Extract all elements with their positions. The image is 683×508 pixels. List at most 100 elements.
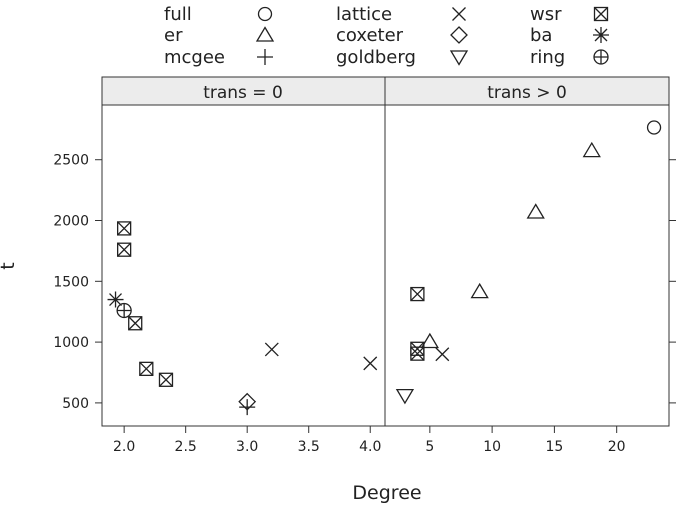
x-glyph: [117, 221, 132, 236]
point-lattice: [264, 342, 279, 357]
x-tick-label: 20: [608, 439, 626, 455]
legend-label-ring: ring: [530, 47, 565, 68]
x-glyph: [435, 347, 450, 362]
legend-symbol-ring: [593, 49, 609, 65]
point-ring: [116, 302, 132, 319]
point-coxeter: [238, 392, 257, 411]
y-tick-label: 1500: [53, 274, 89, 290]
triangle-glyph: [395, 388, 415, 405]
triangle-glyph: [470, 282, 489, 299]
x-tick-label: 2.0: [113, 439, 135, 455]
box-glyph: [116, 221, 132, 236]
box-glyph: [593, 6, 609, 22]
point-er: [582, 141, 601, 158]
y-axis-title: t: [0, 262, 19, 269]
x-glyph: [128, 316, 143, 331]
legend-symbol-goldberg: [449, 50, 469, 66]
x-tick-label: 5: [425, 439, 434, 455]
panel-trans-0: trans = 0: [101, 76, 386, 427]
point-er: [526, 203, 545, 219]
triangle-glyph: [255, 26, 275, 42]
legend-label-lattice: lattice: [336, 4, 392, 25]
box-glyph: [158, 372, 174, 387]
legend-label-wsr: wsr: [530, 4, 562, 25]
y-tick-label: 2000: [53, 214, 89, 230]
box-glyph: [410, 286, 425, 302]
x-glyph: [264, 342, 279, 357]
legend-label-er: er: [164, 25, 183, 46]
box-glyph: [139, 361, 154, 377]
box-glyph: [410, 346, 425, 361]
x-tick-label: 2.5: [175, 439, 197, 455]
point-full: [646, 120, 662, 135]
box-glyph: [128, 316, 143, 331]
point-goldberg: [395, 388, 415, 405]
plus-glyph: [594, 50, 608, 64]
point-lattice: [363, 356, 378, 371]
point-wsr: [128, 316, 143, 331]
x-tick-label: 3.5: [298, 439, 320, 455]
legend-symbol-wsr: [593, 6, 609, 22]
x-glyph: [410, 341, 425, 356]
diamond-glyph: [238, 392, 257, 411]
x-tick-label: 3.0: [236, 439, 258, 455]
legend-symbol-mcgee: [257, 49, 273, 65]
y-tick-label: 2500: [53, 153, 89, 169]
point-wsr: [116, 221, 132, 236]
x-glyph: [139, 361, 154, 376]
point-er: [420, 332, 439, 349]
x-tick-label: 4.0: [359, 439, 381, 455]
axes: 500 1000 1500 2000 2500 2.0 2.5 3.0 3.5 4.0 5 10 15 2…: [53, 153, 676, 455]
legend-label-full: full: [164, 4, 192, 25]
point-mcgee: [239, 399, 256, 416]
legend-label-coxeter: coxeter: [336, 25, 404, 46]
circle-glyph: [257, 6, 273, 22]
x-glyph: [410, 346, 425, 361]
triangle-glyph: [582, 141, 601, 158]
asterisk-glyph: [593, 27, 609, 43]
point-wsr: [116, 242, 132, 257]
triangle-glyph: [449, 50, 469, 66]
legend-label-ba: ba: [530, 25, 552, 46]
point-wsr: [410, 286, 425, 302]
y-tick-label: 1000: [53, 335, 89, 351]
strip-background: [384, 76, 670, 106]
legend-symbol-full: [257, 6, 273, 22]
panel-trans-gt-0: trans > 0: [384, 76, 670, 427]
asterisk-glyph: [107, 291, 124, 308]
x-glyph: [410, 287, 425, 302]
point-lattice: [435, 347, 450, 362]
diamond-glyph: [450, 26, 468, 44]
legend: full lattice wsr er coxeter ba mcgee goldberg ri…: [164, 4, 609, 68]
legend-symbol-lattice: [452, 7, 466, 21]
legend-symbol-ba: [593, 27, 609, 43]
circle-glyph: [646, 120, 662, 135]
strip-label: trans = 0: [203, 83, 283, 103]
plus-glyph: [117, 303, 132, 318]
x-tick-label: 10: [483, 439, 501, 455]
x-glyph: [452, 7, 466, 21]
point-wsr: [139, 361, 154, 377]
strip-label: trans > 0: [487, 83, 567, 103]
legend-label-goldberg: goldberg: [336, 47, 416, 68]
x-glyph: [159, 372, 173, 387]
legend-label-mcgee: mcgee: [164, 47, 225, 68]
x-glyph: [117, 242, 132, 257]
triangle-glyph: [526, 203, 545, 219]
panel-frame: [384, 104, 670, 427]
plus-glyph: [257, 49, 273, 65]
x-tick-label: 15: [545, 439, 563, 455]
plus-glyph: [239, 399, 256, 416]
data-points: [107, 120, 662, 416]
strip-background: [101, 76, 386, 106]
triangle-glyph: [420, 332, 439, 349]
x-glyph: [363, 356, 378, 371]
panel-frame: [101, 104, 386, 427]
legend-symbol-coxeter: [450, 26, 468, 44]
point-er: [470, 282, 489, 299]
point-wsr: [410, 346, 425, 361]
point-ba: [107, 291, 124, 308]
legend-symbol-er: [255, 26, 275, 42]
x-axis-title: Degree: [352, 482, 421, 504]
